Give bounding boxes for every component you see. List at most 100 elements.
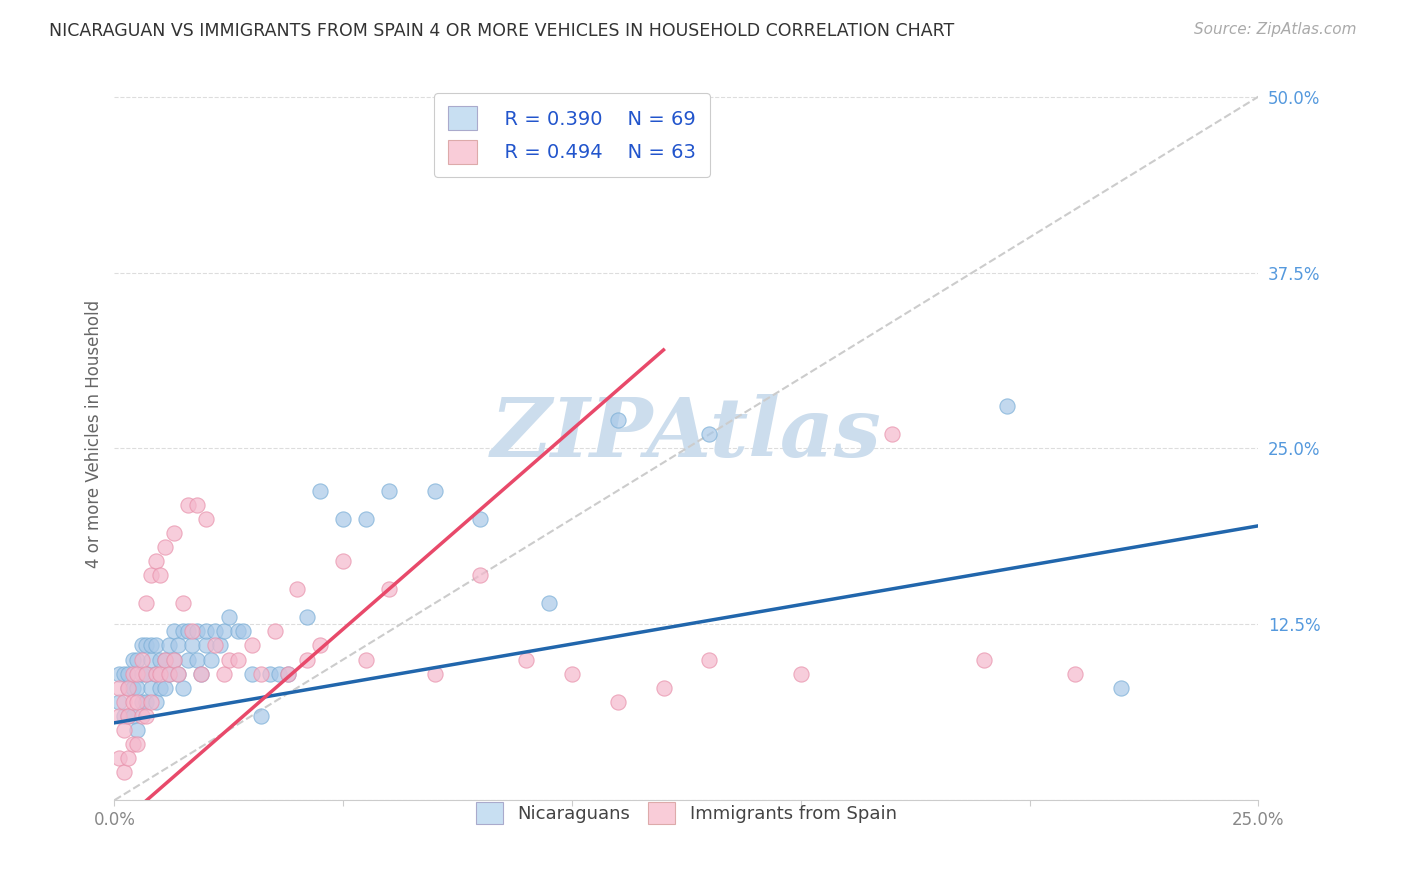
Point <box>269 666 291 681</box>
Point <box>117 708 139 723</box>
Point <box>117 751 139 765</box>
Point <box>108 695 131 709</box>
Point <box>190 666 212 681</box>
Point <box>295 610 318 624</box>
Point <box>112 765 135 780</box>
Point <box>112 708 135 723</box>
Point <box>108 708 131 723</box>
Point <box>145 666 167 681</box>
Point <box>1109 681 1132 695</box>
Point <box>131 695 153 709</box>
Point <box>226 624 249 639</box>
Point <box>354 512 377 526</box>
Point <box>135 666 157 681</box>
Point <box>194 624 217 639</box>
Point <box>149 681 172 695</box>
Point <box>470 568 492 582</box>
Point <box>240 666 263 681</box>
Point <box>287 582 309 596</box>
Point <box>277 666 299 681</box>
Point <box>163 652 186 666</box>
Point <box>226 652 249 666</box>
Point <box>172 596 194 610</box>
Point <box>186 624 208 639</box>
Point <box>378 582 401 596</box>
Point <box>121 681 143 695</box>
Point <box>208 639 231 653</box>
Point <box>131 639 153 653</box>
Point <box>332 512 354 526</box>
Point <box>153 652 176 666</box>
Point <box>167 666 190 681</box>
Point <box>176 498 198 512</box>
Point <box>277 666 299 681</box>
Point <box>470 512 492 526</box>
Point <box>127 652 149 666</box>
Point <box>194 512 217 526</box>
Point <box>204 624 226 639</box>
Point <box>882 427 904 442</box>
Point <box>117 708 139 723</box>
Point <box>181 624 204 639</box>
Point <box>108 666 131 681</box>
Point <box>309 483 332 498</box>
Point <box>259 666 281 681</box>
Point <box>163 624 186 639</box>
Point <box>163 525 186 540</box>
Point <box>139 681 162 695</box>
Point <box>212 624 235 639</box>
Text: NICARAGUAN VS IMMIGRANTS FROM SPAIN 4 OR MORE VEHICLES IN HOUSEHOLD CORRELATION : NICARAGUAN VS IMMIGRANTS FROM SPAIN 4 OR… <box>49 22 955 40</box>
Point <box>112 666 135 681</box>
Point <box>697 652 720 666</box>
Point <box>139 652 162 666</box>
Point <box>606 695 628 709</box>
Point <box>172 624 194 639</box>
Point <box>131 652 153 666</box>
Point <box>139 695 162 709</box>
Point <box>212 666 235 681</box>
Point <box>135 695 157 709</box>
Point <box>995 399 1018 413</box>
Point <box>121 737 143 751</box>
Point <box>186 652 208 666</box>
Point <box>190 666 212 681</box>
Point <box>131 708 153 723</box>
Point <box>295 652 318 666</box>
Point <box>117 681 139 695</box>
Point <box>167 666 190 681</box>
Point <box>157 666 180 681</box>
Point <box>108 681 131 695</box>
Point <box>149 666 172 681</box>
Point <box>153 681 176 695</box>
Y-axis label: 4 or more Vehicles in Household: 4 or more Vehicles in Household <box>86 301 103 568</box>
Point <box>186 498 208 512</box>
Point <box>194 639 217 653</box>
Point <box>652 681 675 695</box>
Point <box>263 624 285 639</box>
Point <box>515 652 537 666</box>
Point <box>145 695 167 709</box>
Text: ZIPAtlas: ZIPAtlas <box>491 394 882 475</box>
Point <box>157 666 180 681</box>
Point <box>139 568 162 582</box>
Point <box>354 652 377 666</box>
Point <box>157 639 180 653</box>
Point <box>1064 666 1087 681</box>
Point <box>145 639 167 653</box>
Point <box>423 666 446 681</box>
Point <box>218 610 240 624</box>
Point <box>127 695 149 709</box>
Point <box>149 652 172 666</box>
Point <box>163 652 186 666</box>
Point <box>117 666 139 681</box>
Point <box>127 666 149 681</box>
Point <box>145 554 167 568</box>
Point <box>135 666 157 681</box>
Point <box>112 695 135 709</box>
Point <box>139 639 162 653</box>
Point <box>218 652 240 666</box>
Point <box>153 540 176 554</box>
Point <box>423 483 446 498</box>
Point <box>117 681 139 695</box>
Point <box>973 652 995 666</box>
